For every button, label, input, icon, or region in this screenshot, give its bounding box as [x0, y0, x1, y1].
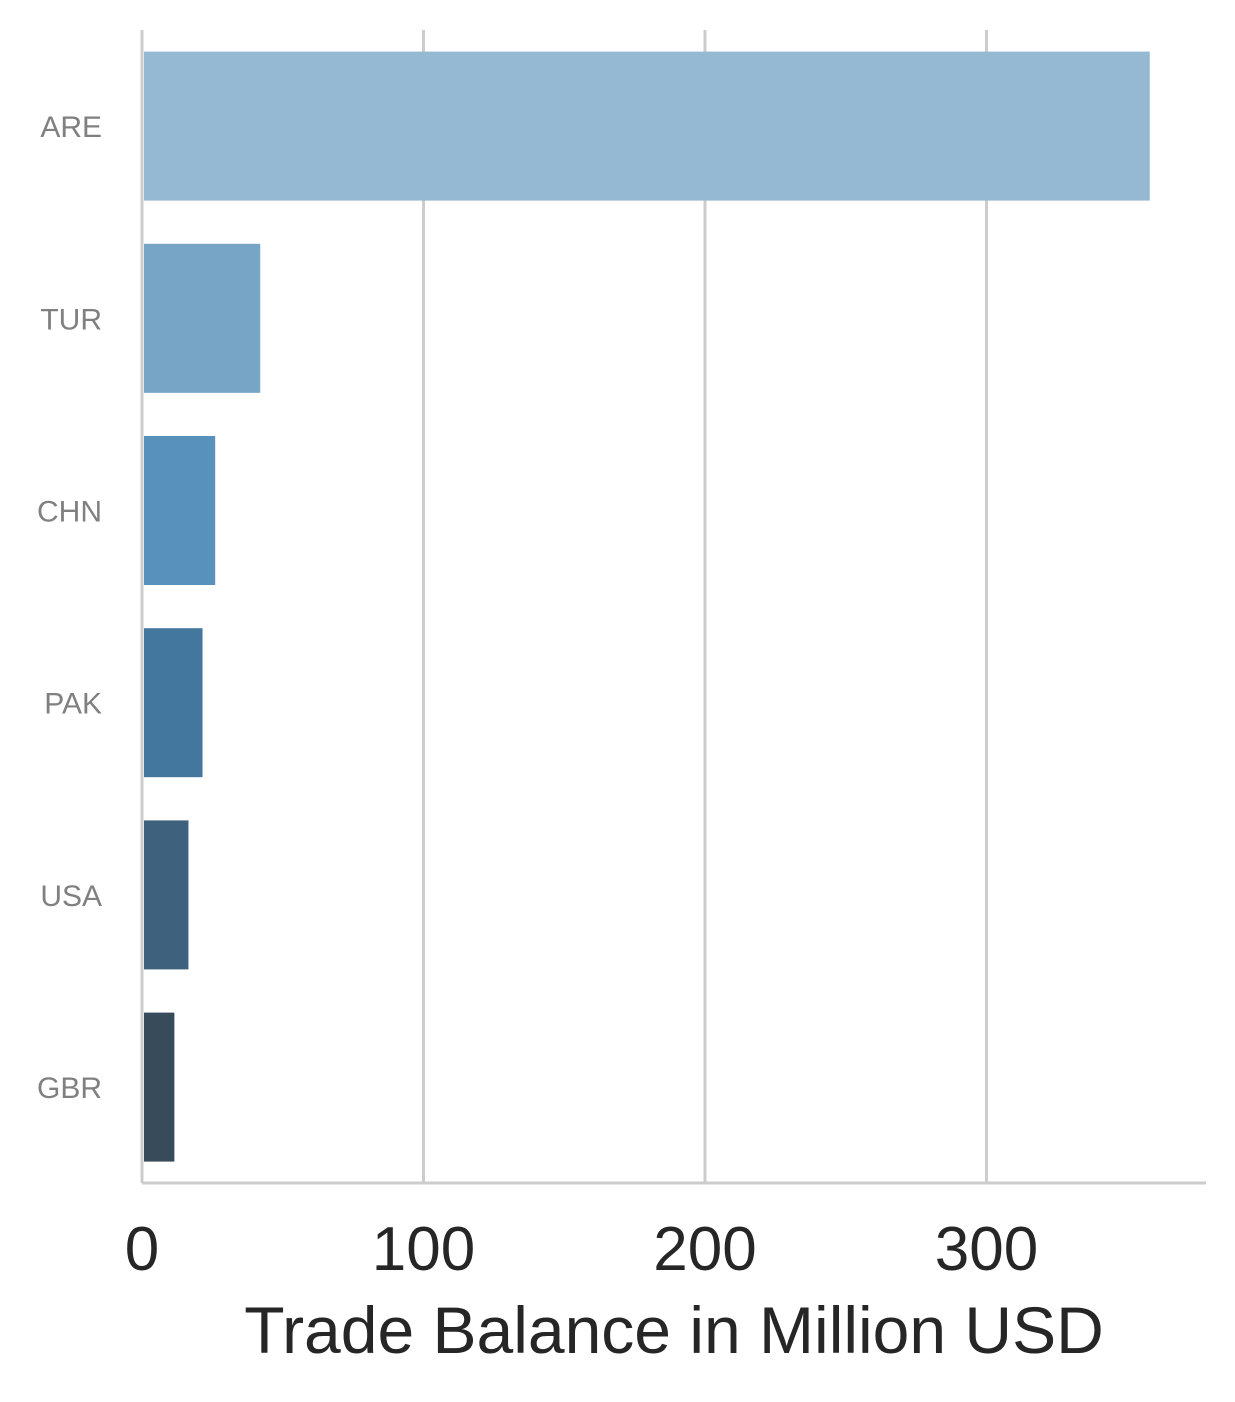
category-label-pak: PAK [44, 688, 102, 721]
axes [140, 30, 1206, 1185]
grid-lines [422, 30, 988, 1183]
category-label-tur: TUR [40, 303, 102, 336]
x-tick-label: 0 [125, 1215, 159, 1284]
x-tick-label: 200 [653, 1215, 756, 1284]
category-label-are: ARE [40, 111, 102, 144]
x-tick-label: 100 [372, 1215, 475, 1284]
bars [144, 51, 1150, 1162]
category-label-chn: CHN [37, 496, 102, 529]
category-labels: ARE TUR CHN PAK USA GBR [37, 111, 102, 1105]
bar-pak [144, 628, 203, 778]
category-label-usa: USA [40, 880, 102, 913]
bar-usa [144, 820, 189, 970]
x-tick-label: 300 [935, 1215, 1038, 1284]
bar-gbr [144, 1012, 175, 1162]
bar-tur [144, 243, 261, 393]
category-label-gbr: GBR [37, 1072, 102, 1105]
x-axis-title: Trade Balance in Million USD [244, 1293, 1104, 1367]
bar-are [144, 51, 1150, 201]
x-tick-labels: 0 100 200 300 [125, 1215, 1038, 1284]
bar-chn [144, 436, 216, 585]
